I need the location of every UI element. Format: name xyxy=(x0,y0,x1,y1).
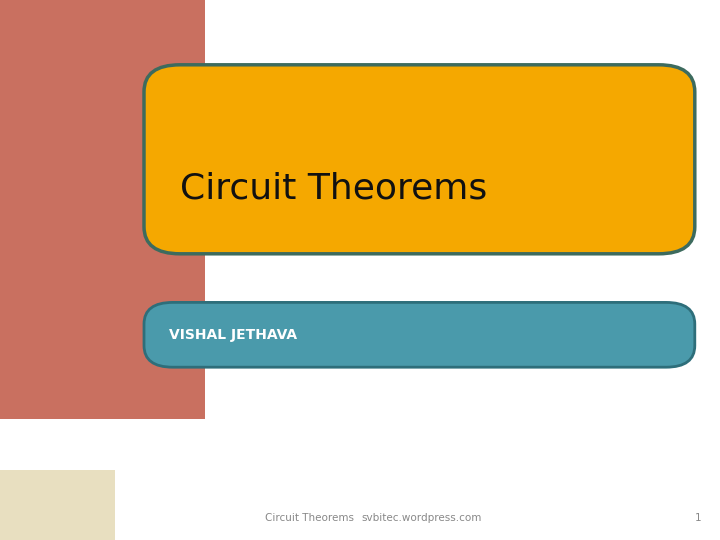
Bar xyxy=(0,470,115,540)
Text: Circuit Theorems: Circuit Theorems xyxy=(265,514,354,523)
FancyBboxPatch shape xyxy=(144,302,695,367)
Text: 1: 1 xyxy=(695,514,702,523)
Bar xyxy=(0,0,205,418)
Text: svbitec.wordpress.com: svbitec.wordpress.com xyxy=(361,514,482,523)
Text: Circuit Theorems: Circuit Theorems xyxy=(180,172,487,206)
FancyBboxPatch shape xyxy=(144,65,695,254)
Text: VISHAL JETHAVA: VISHAL JETHAVA xyxy=(169,328,297,342)
